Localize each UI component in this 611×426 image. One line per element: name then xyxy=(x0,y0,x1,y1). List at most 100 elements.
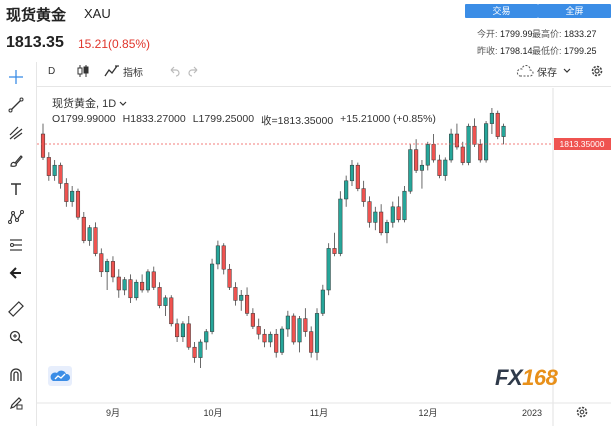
trade-button[interactable]: 交易 xyxy=(465,4,538,18)
candle-body xyxy=(303,318,308,332)
candle-body xyxy=(414,149,419,171)
candle-body xyxy=(163,297,168,306)
candle-body xyxy=(157,287,162,306)
candle-body xyxy=(274,333,279,353)
candle-body xyxy=(227,268,232,288)
drawing-toolbar xyxy=(0,62,37,426)
pitchfork-icon xyxy=(9,126,23,140)
text-tool[interactable] xyxy=(5,178,27,200)
candle-body xyxy=(198,341,203,358)
candle-body xyxy=(52,164,57,176)
interval-label: D xyxy=(48,65,56,77)
candle-body xyxy=(215,245,220,265)
candle-body xyxy=(180,323,185,338)
legend-high: H1833.27000 xyxy=(122,113,186,125)
candle-body xyxy=(40,133,46,158)
time-axis-labels: 9月 10月 11月 12月 2023 xyxy=(106,408,542,418)
candle-body xyxy=(285,315,290,330)
ohlc-legend: O1799.99000 H1833.27000 L1799.25000 收=18… xyxy=(52,113,436,128)
fx168-watermark: FX168 xyxy=(495,365,558,391)
settings-button[interactable] xyxy=(590,60,604,82)
axis-settings-button[interactable] xyxy=(576,406,588,418)
instrument-symbol: XAU xyxy=(84,6,111,21)
chart-legend-title[interactable]: 现货黄金, 1D xyxy=(52,95,127,111)
toolbar-divider xyxy=(36,86,611,87)
candle-body xyxy=(175,323,180,338)
candle-body xyxy=(256,326,261,335)
fib-icon xyxy=(10,239,22,251)
redo-button[interactable] xyxy=(188,60,200,82)
candle-body xyxy=(250,313,255,327)
price-change: 15.21(0.85%) xyxy=(78,37,151,51)
candle-body xyxy=(396,206,401,221)
interval-button[interactable]: D xyxy=(48,60,55,82)
chart-logo[interactable] xyxy=(48,366,72,386)
candles-group xyxy=(40,108,506,368)
back-tool[interactable] xyxy=(5,262,27,284)
indicators-button[interactable]: 指标 xyxy=(104,60,143,82)
candle-body xyxy=(134,281,139,299)
lock-pencil-tool[interactable] xyxy=(5,392,27,414)
magnet-tool[interactable] xyxy=(5,364,27,386)
candles-icon xyxy=(77,65,89,77)
stat-prevclose-label: 昨收: xyxy=(477,46,498,56)
pattern-tool[interactable] xyxy=(5,206,27,228)
legend-low: L1799.25000 xyxy=(192,113,255,125)
fullscreen-button[interactable]: 全屏 xyxy=(538,4,611,18)
candle-body xyxy=(291,315,296,343)
redo-icon xyxy=(188,66,198,77)
pitchfork-tool[interactable] xyxy=(5,122,27,144)
chart-style-button[interactable] xyxy=(76,60,90,82)
trendline-icon xyxy=(8,97,24,113)
candle-body xyxy=(151,271,156,288)
trendline-tool[interactable] xyxy=(5,94,27,116)
candle-body xyxy=(81,216,86,241)
stat-open-value: 1799.99 xyxy=(500,29,533,39)
candle-body xyxy=(454,133,459,148)
time-axis-label: 12月 xyxy=(418,408,437,418)
candle-body xyxy=(379,211,384,234)
candle-body xyxy=(314,313,320,353)
stat-low-label: 最低价: xyxy=(532,46,562,56)
candle-body xyxy=(425,144,430,166)
candle-body xyxy=(204,331,209,343)
brush-tool[interactable] xyxy=(5,150,27,172)
legend-change: +15.21000 (+0.85%) xyxy=(340,113,436,125)
legend-title: 现货黄金, 1D xyxy=(52,98,117,110)
candle-body xyxy=(320,289,325,314)
undo-button[interactable] xyxy=(168,60,180,82)
price-tag-bg xyxy=(554,138,611,150)
candle-body xyxy=(419,164,424,171)
ruler-tool[interactable] xyxy=(5,298,27,320)
candle-body xyxy=(437,159,442,176)
candle-body xyxy=(93,227,98,254)
time-axis-label: 10月 xyxy=(203,408,222,418)
candle-body xyxy=(75,190,81,218)
candle-body xyxy=(390,206,395,223)
candle-body xyxy=(122,279,127,291)
save-button[interactable]: 保存 xyxy=(516,60,571,82)
indicators-icon xyxy=(104,65,119,77)
time-axis-label: 11月 xyxy=(310,408,328,418)
watermark-num: 168 xyxy=(522,365,558,390)
stat-high-value: 1833.27 xyxy=(564,29,597,39)
legend-close: 收=1813.35000 xyxy=(261,115,334,127)
zoom-tool[interactable] xyxy=(5,326,27,348)
candle-body xyxy=(472,125,477,145)
chevron-down-icon xyxy=(119,101,127,106)
chevron-down-icon xyxy=(563,68,571,73)
price-tag: 1813.35000 xyxy=(560,139,605,149)
indicators-label: 指标 xyxy=(123,67,143,79)
magnet-icon xyxy=(10,368,22,381)
candle-body xyxy=(268,333,273,343)
price-chart[interactable]: 1813.35000 9月 10月 11月 12月 2023 xyxy=(37,88,611,426)
stat-low: 最低价: 1799.25 xyxy=(532,44,597,57)
candle-body xyxy=(279,328,285,353)
axis-gear-icon xyxy=(576,406,588,418)
fib-tool[interactable] xyxy=(5,234,27,256)
candle-body xyxy=(87,227,92,241)
candle-body xyxy=(105,261,110,273)
stat-open: 今开: 1799.99 xyxy=(477,27,533,40)
crosshair-tool[interactable] xyxy=(5,66,27,88)
time-axis-label: 9月 xyxy=(106,408,120,418)
